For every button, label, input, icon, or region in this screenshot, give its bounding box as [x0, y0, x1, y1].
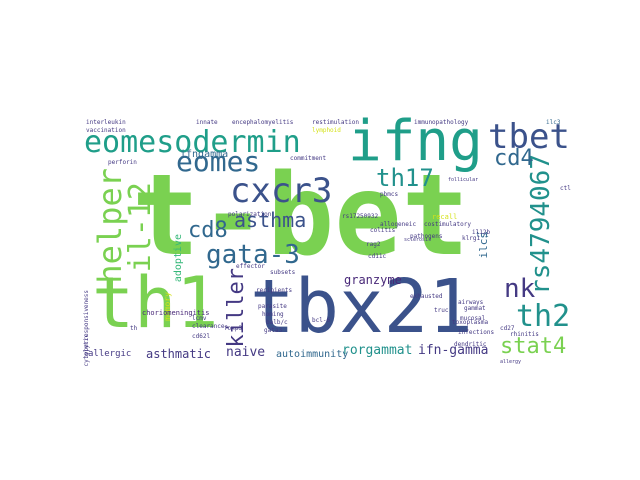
word-bcl-6: bcl-6	[312, 317, 331, 324]
word-ilc3: ilc3	[546, 119, 561, 126]
word-il-12: il-12	[123, 182, 158, 273]
word-cd62l: cd62l	[192, 333, 211, 340]
word-asthmatic: asthmatic	[146, 347, 212, 361]
word-cd4: cd4	[494, 146, 534, 171]
word-rorgammat: rorgammat	[342, 343, 413, 358]
word-killer: killer	[224, 268, 249, 348]
word-nk: nk	[504, 274, 536, 304]
word-tbx21: tbx21	[250, 264, 473, 350]
word-allergy: allergy	[500, 359, 522, 365]
word-pathogens: pathogens	[410, 233, 443, 240]
word-exhausted: exhausted	[410, 293, 443, 300]
word-recall: recall	[432, 213, 458, 221]
word-th: th	[130, 325, 138, 332]
word-colitis: colitis	[370, 227, 396, 234]
word-innate: innate	[196, 119, 218, 126]
word-sclerosis: sclerosis	[404, 237, 432, 243]
word-rag2: rag2	[366, 241, 381, 248]
word-t-bet: t-bet	[132, 151, 470, 281]
word-lymphoid: lymphoid	[312, 127, 341, 134]
word-granzyme: granzyme	[344, 273, 402, 287]
word-infections: infections	[458, 329, 495, 336]
word-il12b: il12b	[472, 229, 491, 236]
word-cxcr3: cxcr3	[230, 171, 333, 211]
word-costimulatory: costimulatory	[424, 221, 471, 228]
word-truc: truc	[434, 307, 449, 314]
word-cd11c: cd11c	[368, 253, 387, 260]
word-mucosal: mucosal	[460, 315, 486, 322]
word-eomesodermin: eomesodermin	[84, 125, 301, 160]
word-lcmv: lcmv	[192, 315, 207, 322]
word-tc1: tc1	[476, 231, 489, 239]
word-eomes: eomes	[176, 145, 261, 178]
word-asthma: asthma	[234, 208, 307, 232]
word-perforin: perforin	[108, 159, 137, 166]
word-helper: helper	[91, 168, 129, 284]
word-restimulation: restimulation	[312, 119, 359, 126]
word-adoptive: adoptive	[173, 234, 184, 283]
word-recipients: recipients	[256, 287, 293, 294]
word-klrg1: klrg1	[462, 235, 481, 242]
word-polarization: polarization	[228, 211, 272, 218]
word-vaccination: vaccination	[86, 127, 126, 134]
word-cd8: cd8	[188, 218, 228, 243]
word-rs17250932: rs17250932	[342, 213, 379, 220]
word-foxp3: foxp3	[224, 325, 243, 332]
word-allergic: allergic	[88, 349, 132, 359]
word-balb-c: balb/c	[266, 319, 288, 326]
word-toxoplasma: toxoplasma	[452, 319, 489, 326]
word-dendritic: dendritic	[454, 341, 487, 348]
word-autoimmunity: autoimmunity	[276, 349, 349, 360]
word-ifng: ifng	[348, 109, 483, 174]
word-rhinitis: rhinitis	[510, 331, 539, 338]
word-commitment: commitment	[290, 155, 327, 162]
word-cd27: cd27	[500, 325, 515, 332]
word-encephalomyelitis: encephalomyelitis	[232, 119, 294, 126]
word-gata-3: gata-3	[206, 240, 300, 270]
word-subsets: subsets	[270, 269, 296, 276]
word-ctl: ctl	[560, 185, 571, 192]
word-ifngamma: ifngamma	[180, 149, 229, 160]
word-parasite: parasite	[258, 303, 287, 310]
word-cloud: t-bet tbx21 th1 ifng eomesodermin eomes …	[80, 114, 580, 370]
word-choriomeningitis: choriomeningitis	[142, 309, 210, 317]
word-effector: effector	[236, 263, 265, 270]
word-pbmcs: pbmcs	[380, 191, 399, 198]
word-gammat: gammat	[464, 305, 486, 312]
word-naive: naive	[226, 345, 266, 360]
word-homing: homing	[262, 311, 284, 318]
word-cytolytic: cytolytic	[83, 334, 90, 367]
word-allergic-2: allogeneic	[380, 221, 417, 228]
word-gata3: gata3	[264, 327, 283, 334]
word-th17: th17	[376, 164, 434, 192]
word-airways: airways	[458, 299, 484, 306]
word-ifn-gamma: ifn-gamma	[418, 343, 489, 358]
word-clearance: clearance	[192, 323, 225, 330]
word-tbet: tbet	[488, 117, 570, 157]
word-stat4: stat4	[500, 334, 567, 359]
word-follicular: follicular	[448, 177, 479, 183]
word-interleukin: interleukin	[86, 119, 126, 126]
word-immunopathology: immunopathology	[414, 119, 469, 126]
word-th2: th2	[516, 299, 571, 334]
word-th1: th1	[92, 262, 219, 344]
